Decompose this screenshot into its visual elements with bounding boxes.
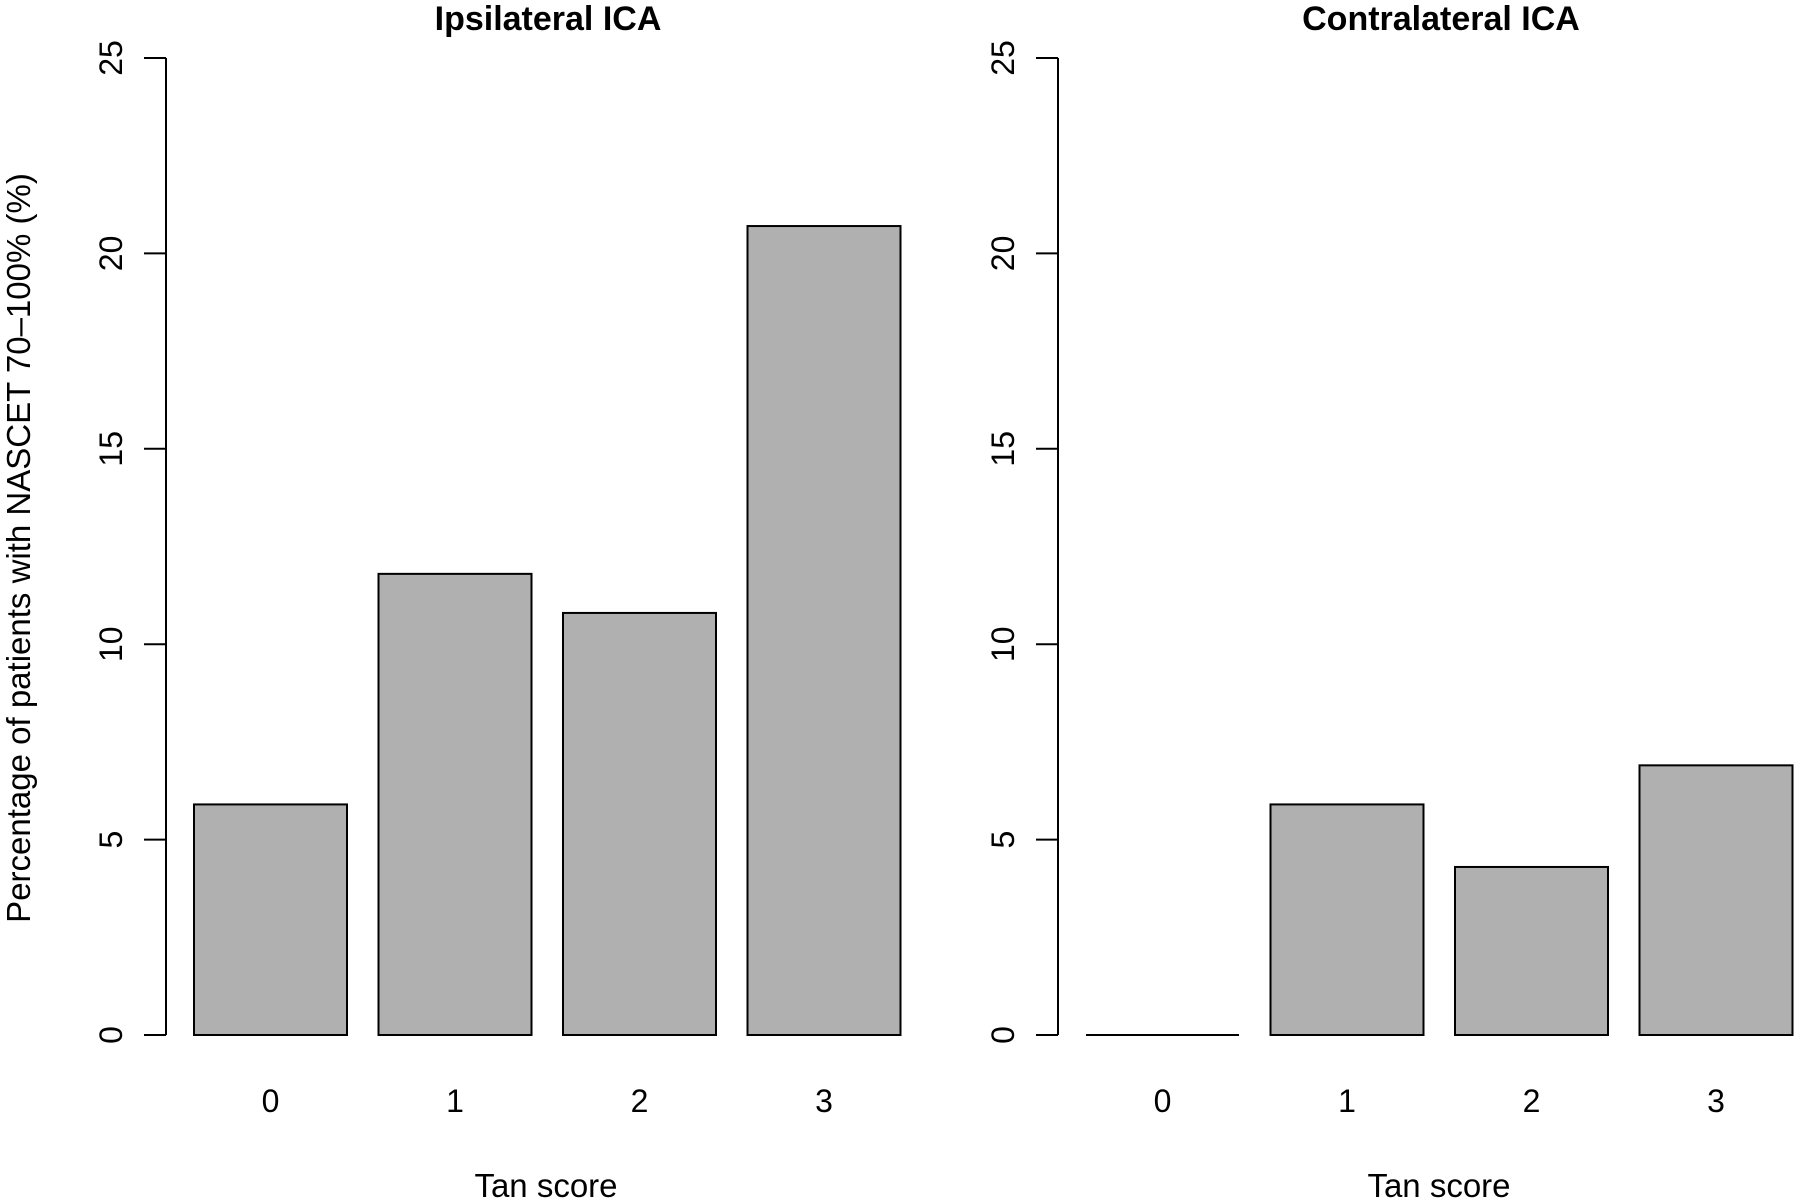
- x-axis-title: Tan score: [1367, 1167, 1510, 1202]
- bar-1: [377, 572, 533, 1037]
- x-tick-label: 2: [1523, 1083, 1541, 1119]
- y-tick-label: 5: [93, 831, 129, 849]
- y-tick-label: 10: [93, 626, 129, 662]
- y-tick-label: 5: [985, 831, 1021, 849]
- x-tick-label: 2: [631, 1083, 649, 1119]
- panel-title: Ipsilateral ICA: [435, 0, 662, 38]
- y-tick-label: 0: [985, 1026, 1021, 1044]
- bar-2: [1454, 865, 1609, 1036]
- y-tick-label: 0: [93, 1026, 129, 1044]
- bar-2: [562, 611, 717, 1036]
- x-tick-label: 1: [446, 1083, 464, 1119]
- bar-3: [1638, 764, 1794, 1037]
- y-tick-label: 20: [93, 236, 129, 272]
- y-tick-label: 25: [985, 40, 1021, 76]
- y-tick-label: 15: [93, 431, 129, 467]
- x-tick-label: 0: [262, 1083, 280, 1119]
- x-axis-title: Tan score: [474, 1167, 617, 1202]
- chart-panel-contralateral: Contralateral ICA Tan score 0 5 10 15 20 25 0 1…: [985, 0, 1794, 1202]
- bar-3: [746, 225, 902, 1036]
- y-tick-label: 25: [93, 40, 129, 76]
- y-tick-label: 10: [985, 626, 1021, 662]
- bar-0: [193, 803, 348, 1036]
- bar-1: [1269, 803, 1425, 1036]
- y-tick-label: 20: [985, 236, 1021, 272]
- y-axis-title: Percentage of patients with NASCET 70–10…: [0, 173, 37, 923]
- x-tick-label: 1: [1338, 1083, 1356, 1119]
- panel-title: Contralateral ICA: [1302, 0, 1580, 38]
- y-tick-label: 15: [985, 431, 1021, 467]
- x-tick-label: 3: [815, 1083, 833, 1119]
- x-tick-label: 3: [1707, 1083, 1725, 1119]
- chart-panel-ipsilateral: Ipsilateral ICA Percentage of patients w…: [0, 0, 902, 1202]
- x-tick-label: 0: [1154, 1083, 1172, 1119]
